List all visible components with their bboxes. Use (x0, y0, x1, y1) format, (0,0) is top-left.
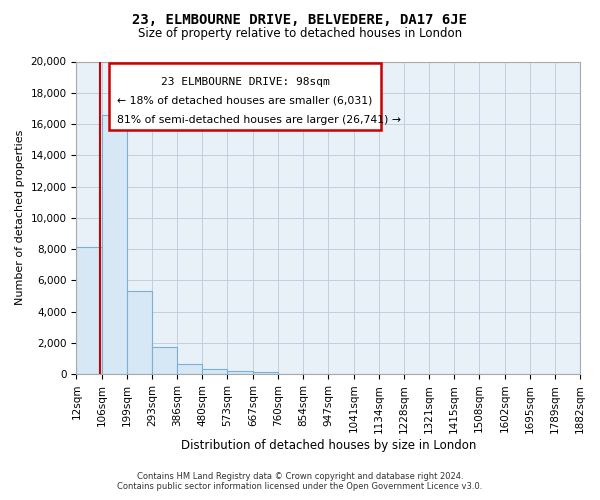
FancyBboxPatch shape (109, 63, 381, 130)
Text: 23, ELMBOURNE DRIVE, BELVEDERE, DA17 6JE: 23, ELMBOURNE DRIVE, BELVEDERE, DA17 6JE (133, 12, 467, 26)
Bar (202, 370, 227, 374)
Text: Size of property relative to detached houses in London: Size of property relative to detached ho… (138, 28, 462, 40)
X-axis label: Distribution of detached houses by size in London: Distribution of detached houses by size … (181, 440, 476, 452)
Bar (152, 346, 177, 374)
Bar (177, 364, 202, 374)
Bar (253, 372, 278, 374)
Y-axis label: Number of detached properties: Number of detached properties (15, 130, 25, 306)
Bar (76, 248, 102, 374)
Text: 23 ELMBOURNE DRIVE: 98sqm: 23 ELMBOURNE DRIVE: 98sqm (161, 77, 329, 87)
Text: Contains HM Land Registry data © Crown copyright and database right 2024.: Contains HM Land Registry data © Crown c… (137, 472, 463, 481)
Bar (227, 371, 253, 374)
Bar (127, 291, 152, 374)
Text: ← 18% of detached houses are smaller (6,031): ← 18% of detached houses are smaller (6,… (116, 96, 372, 106)
Text: Contains public sector information licensed under the Open Government Licence v3: Contains public sector information licen… (118, 482, 482, 491)
Text: 81% of semi-detached houses are larger (26,741) →: 81% of semi-detached houses are larger (… (116, 114, 401, 124)
Bar (102, 114, 127, 374)
